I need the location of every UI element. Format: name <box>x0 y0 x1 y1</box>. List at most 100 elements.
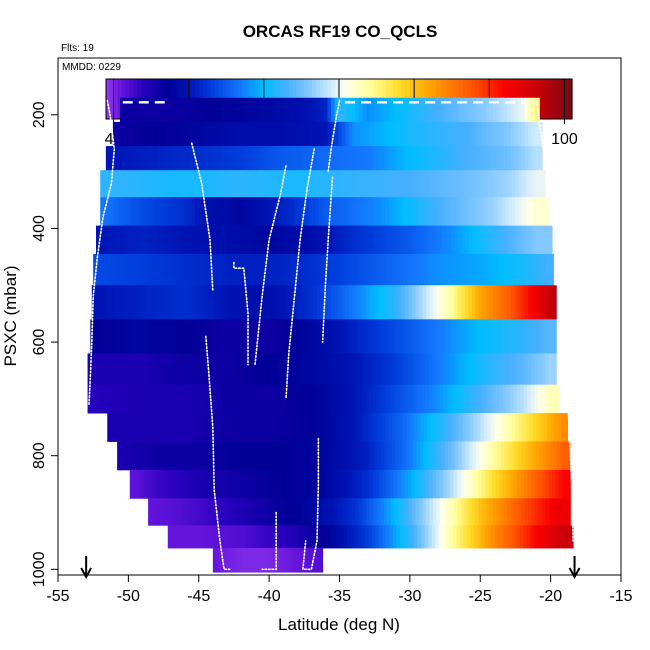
heatmap-cell <box>286 254 291 286</box>
heatmap-cell <box>130 146 135 171</box>
heatmap-cell <box>413 197 418 226</box>
heatmap-cell <box>345 498 350 526</box>
heatmap-cell <box>177 254 182 286</box>
heatmap-cell <box>308 319 313 354</box>
heatmap-cell <box>338 498 343 526</box>
heatmap-cell <box>260 285 265 320</box>
heatmap-cell <box>506 469 511 499</box>
heatmap-cell <box>325 197 330 226</box>
heatmap-cell <box>138 225 143 255</box>
heatmap-cell <box>167 319 172 354</box>
heatmap-cell <box>395 225 400 255</box>
heatmap-cell <box>420 170 425 198</box>
heatmap-cell <box>452 319 457 354</box>
heatmap-cell <box>285 146 290 171</box>
heatmap-cell <box>160 170 165 198</box>
heatmap-cell <box>501 197 506 226</box>
heatmap-cell <box>440 121 445 147</box>
y-tick-label: 600 <box>31 329 48 356</box>
heatmap-cell <box>332 197 337 226</box>
heatmap-cell <box>443 285 448 320</box>
heatmap-cell <box>374 254 379 286</box>
heatmap-cell <box>538 498 543 526</box>
heatmap-cell <box>422 146 427 171</box>
heatmap-cell <box>284 469 289 499</box>
heatmap-cell <box>335 170 340 198</box>
heatmap-cell <box>514 498 519 526</box>
heatmap-cell <box>350 197 355 226</box>
heatmap-cell <box>182 384 187 414</box>
heatmap-cell <box>354 384 359 414</box>
heatmap-cell <box>509 353 514 386</box>
heatmap-cell <box>434 170 439 198</box>
heatmap-cell <box>530 525 535 549</box>
heatmap-cell <box>147 469 152 499</box>
heatmap-cell <box>516 384 521 414</box>
heatmap-cell <box>141 97 146 123</box>
heatmap-cell <box>369 146 374 171</box>
heatmap-cell <box>447 225 452 255</box>
heatmap-cell <box>155 441 160 471</box>
heatmap-cell <box>523 384 528 414</box>
heatmap-cell <box>435 319 440 354</box>
heatmap-cell <box>384 225 389 255</box>
heatmap-cell <box>458 225 463 255</box>
heatmap-row <box>105 146 543 171</box>
heatmap-cell <box>357 254 362 286</box>
heatmap-cell <box>426 285 431 320</box>
heatmap-cell <box>496 146 501 171</box>
heatmap-cell <box>102 285 107 320</box>
heatmap-cell <box>401 285 406 320</box>
heatmap-cell <box>447 285 452 320</box>
heatmap-cell <box>141 285 146 320</box>
heatmap-cell <box>351 384 356 414</box>
heatmap-cell <box>343 170 348 198</box>
heatmap-cell <box>513 384 518 414</box>
heatmap-cell <box>564 413 569 442</box>
heatmap-cell <box>286 441 291 471</box>
heatmap-cell <box>457 285 462 320</box>
heatmap-cell <box>200 285 205 320</box>
heatmap-cell <box>525 441 530 471</box>
heatmap-cell <box>103 197 108 226</box>
heatmap-cell <box>427 254 432 286</box>
heatmap-cell <box>372 353 377 386</box>
heatmap-cell <box>554 525 559 549</box>
heatmap-cell <box>333 353 338 386</box>
heatmap-cell <box>229 97 234 123</box>
heatmap-cell <box>176 498 181 526</box>
heatmap-cell <box>218 146 223 171</box>
heatmap-cell <box>360 254 365 286</box>
heatmap-cell <box>138 413 143 442</box>
heatmap-cell <box>557 413 562 442</box>
heatmap-cell <box>157 319 162 354</box>
heatmap-cell <box>179 353 184 386</box>
heatmap-cell <box>204 146 209 171</box>
heatmap-cell <box>401 121 406 147</box>
heatmap-cell <box>473 525 478 549</box>
heatmap-cell <box>423 225 428 255</box>
heatmap-cell <box>320 121 325 147</box>
heatmap-cell <box>517 146 522 171</box>
heatmap-cell <box>425 469 430 499</box>
heatmap-cell <box>130 97 135 123</box>
heatmap-cell <box>540 197 545 226</box>
heatmap-cell <box>516 525 521 549</box>
heatmap-cell <box>100 170 105 198</box>
heatmap-cell <box>160 197 165 226</box>
heatmap-cell <box>369 469 374 499</box>
heatmap-cell <box>293 225 298 255</box>
heatmap-cell <box>462 197 467 226</box>
heatmap-cell <box>383 121 388 147</box>
heatmap-cell <box>506 384 511 414</box>
heatmap-cell <box>248 525 253 549</box>
heatmap-cell <box>302 384 307 414</box>
heatmap-cell <box>179 469 184 499</box>
contour-line <box>535 99 574 542</box>
heatmap-cell <box>450 285 455 320</box>
heatmap-cell <box>535 225 540 255</box>
heatmap-cell <box>511 254 516 286</box>
heatmap-cell <box>483 197 488 226</box>
heatmap-cell <box>252 319 257 354</box>
heatmap-cell <box>187 225 192 255</box>
